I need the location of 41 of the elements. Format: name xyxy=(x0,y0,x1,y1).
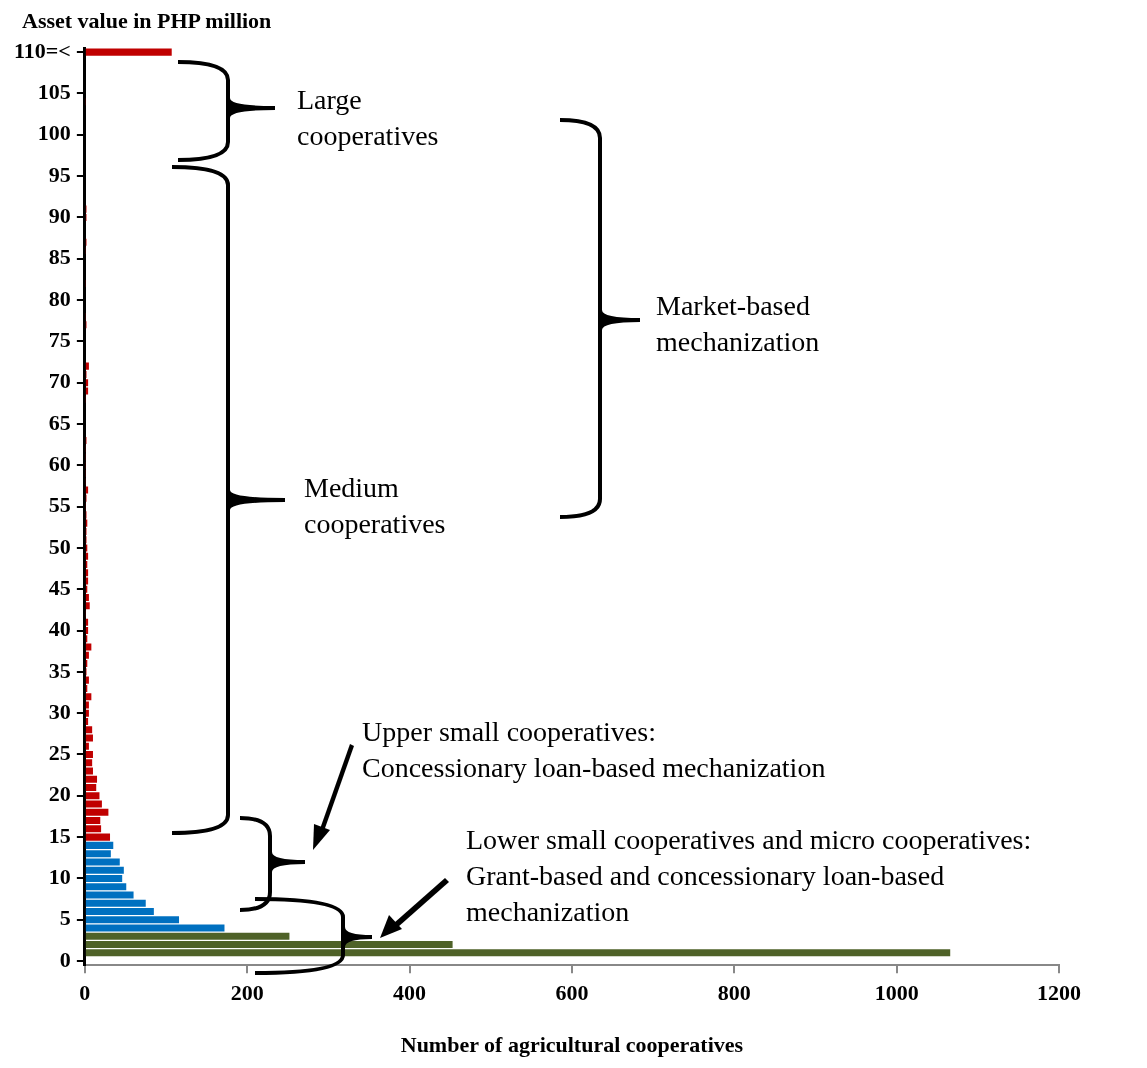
x-tick-label: 1200 xyxy=(1037,980,1081,1006)
y-tick-label: 65 xyxy=(48,409,71,435)
bar xyxy=(85,48,172,56)
y-tick-label: 90 xyxy=(48,203,71,229)
annotation: Market-based mechanization xyxy=(656,289,820,359)
y-tick-label: 15 xyxy=(48,822,71,848)
x-tick-label: 200 xyxy=(230,980,264,1006)
x-tick-label: 800 xyxy=(717,980,751,1006)
y-axis-title: Asset value in PHP million xyxy=(22,8,272,34)
x-tick-label: 1000 xyxy=(874,980,919,1006)
y-tick-label: 80 xyxy=(48,285,71,311)
y-tick-label: 110=< xyxy=(14,37,71,63)
annotation: Medium cooperatives xyxy=(304,471,446,541)
bar xyxy=(85,833,111,841)
y-tick-label: 35 xyxy=(48,657,71,683)
annotation: Upper small cooperatives: Concessionary loan-based mechanization xyxy=(362,715,826,785)
bar xyxy=(85,924,225,932)
y-tick-label: 0 xyxy=(59,946,71,972)
y-tick-label: 85 xyxy=(48,244,71,270)
y-tick-label: 45 xyxy=(48,574,71,600)
y-tick-label: 40 xyxy=(48,616,71,642)
y-tick-label: 5 xyxy=(59,905,71,931)
annotation: Large cooperatives xyxy=(297,83,439,153)
y-tick-label: 30 xyxy=(48,698,71,724)
y-tick-label: 55 xyxy=(48,492,71,518)
y-tick-label: 50 xyxy=(48,533,71,559)
x-tick-label: 400 xyxy=(393,980,427,1006)
y-tick-label: 75 xyxy=(48,327,71,353)
y-tick-label: 20 xyxy=(48,781,71,807)
y-tick-label: 95 xyxy=(48,161,71,187)
y-tick-label: 60 xyxy=(48,450,71,476)
bar xyxy=(85,362,89,370)
annotation: Lower small cooperatives and micro cooperatives: Grant-based and concessionary loan-based mechanization xyxy=(466,823,1032,929)
x-tick-label: 600 xyxy=(555,980,589,1006)
x-axis-title: Number of agricultural cooperatives xyxy=(400,1032,744,1058)
y-tick-label: 25 xyxy=(48,740,71,766)
y-tick-label: 105 xyxy=(37,79,71,105)
y-tick-label: 100 xyxy=(37,120,71,146)
y-tick-label: 70 xyxy=(48,368,71,394)
x-tick-label: 0 xyxy=(79,980,91,1006)
y-tick-label: 10 xyxy=(48,864,71,890)
